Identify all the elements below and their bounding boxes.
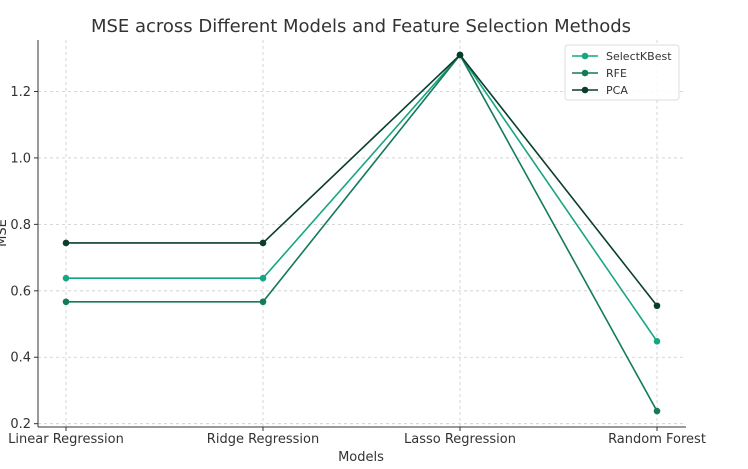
- x-axis-label: Models: [338, 450, 384, 465]
- legend-marker-pca: [581, 86, 589, 94]
- series-line-rfe: [66, 53, 658, 412]
- data-point-rfe: [62, 298, 70, 306]
- axes: [34, 40, 686, 431]
- grid: [38, 40, 686, 427]
- legend-marker-selectkbest: [581, 52, 589, 60]
- x-tick-label: Random Forest: [608, 432, 706, 447]
- data-point-rfe: [653, 407, 661, 415]
- data-point-pca: [62, 239, 70, 247]
- data-point-pca: [259, 239, 267, 247]
- legend-marker-rfe: [581, 69, 589, 77]
- x-tick-label: Linear Regression: [8, 432, 124, 447]
- y-tick-label: 1.2: [10, 85, 31, 100]
- y-tick-label: 0.2: [10, 417, 31, 432]
- legend-box: [564, 44, 680, 101]
- data-point-pca: [653, 302, 661, 310]
- data-point-rfe: [259, 298, 267, 306]
- legend-label-selectkbest: SelectKBest: [606, 50, 672, 63]
- series-lines: [62, 51, 661, 415]
- y-tick-label: 0.4: [10, 351, 31, 366]
- data-point-selectkbest: [653, 337, 661, 345]
- y-tick-label: 0.8: [10, 218, 31, 233]
- data-point-selectkbest: [62, 274, 70, 282]
- data-point-selectkbest: [259, 274, 267, 282]
- x-tick-label: Lasso Regression: [404, 432, 516, 447]
- x-tick-label: Ridge Regression: [207, 432, 319, 447]
- series-line-selectkbest: [66, 53, 658, 342]
- y-axis-label: MSE: [0, 219, 10, 247]
- tick-labels: Linear Regression Ridge Regression Lasso R…: [8, 85, 706, 447]
- series-line-pca: [66, 53, 658, 307]
- legend: SelectKBest RFE PCA: [564, 44, 680, 101]
- y-tick-label: 0.6: [10, 284, 31, 299]
- legend-label-rfe: RFE: [606, 67, 627, 80]
- y-tick-label: 1.0: [10, 151, 31, 166]
- chart-title: MSE across Different Models and Feature …: [91, 16, 631, 37]
- data-point-pca: [456, 51, 464, 59]
- legend-label-pca: PCA: [606, 84, 628, 97]
